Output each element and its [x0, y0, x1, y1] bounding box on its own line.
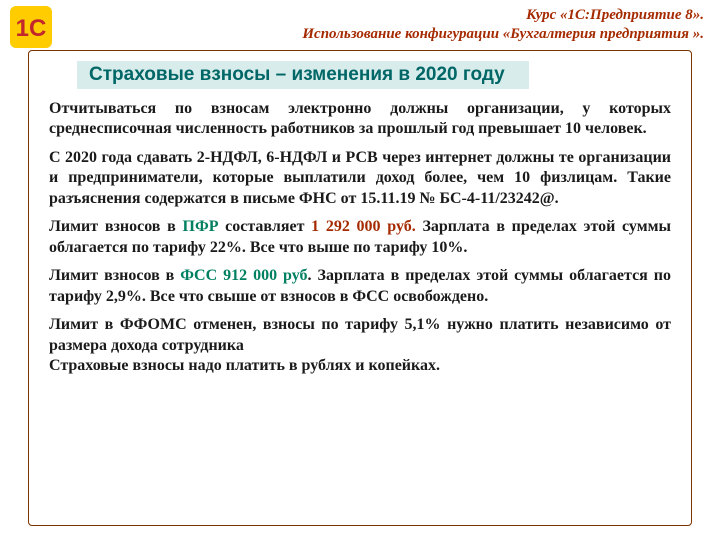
body-text: Отчитываться по взносам электронно должн…	[49, 99, 671, 377]
paragraph-5: Лимит в ФФОМС отменен, взносы по тарифу …	[49, 315, 671, 356]
course-header-line1: Курс «1С:Предприятие 8».	[302, 6, 704, 25]
highlight-pfr: ПФР	[183, 218, 219, 235]
course-header: Курс «1С:Предприятие 8». Использование к…	[302, 6, 704, 44]
slide-title: Страховые взносы – изменения в 2020 году	[77, 61, 529, 89]
highlight-fss: ФСС 912 000 руб	[180, 267, 307, 284]
paragraph-1: Отчитываться по взносам электронно должн…	[49, 99, 671, 140]
logo-1c-icon: 1С	[10, 6, 52, 48]
paragraph-3: Лимит взносов в ПФР составляет 1 292 000…	[49, 217, 671, 258]
paragraph-4: Лимит взносов в ФСС 912 000 руб. Зарплат…	[49, 266, 671, 307]
highlight-pfr-limit: 1 292 000 руб.	[311, 218, 416, 235]
paragraph-2: С 2020 года сдавать 2-НДФЛ, 6-НДФЛ и РСВ…	[49, 148, 671, 209]
slide-page: 1С Курс «1С:Предприятие 8». Использовани…	[0, 0, 720, 540]
content-frame: Страховые взносы – изменения в 2020 году…	[28, 50, 692, 526]
course-header-line2: Использование конфигурации «Бухгалтерия …	[302, 25, 704, 44]
paragraph-6: Страховые взносы надо платить в рублях и…	[49, 356, 671, 376]
svg-text:1С: 1С	[16, 15, 47, 42]
